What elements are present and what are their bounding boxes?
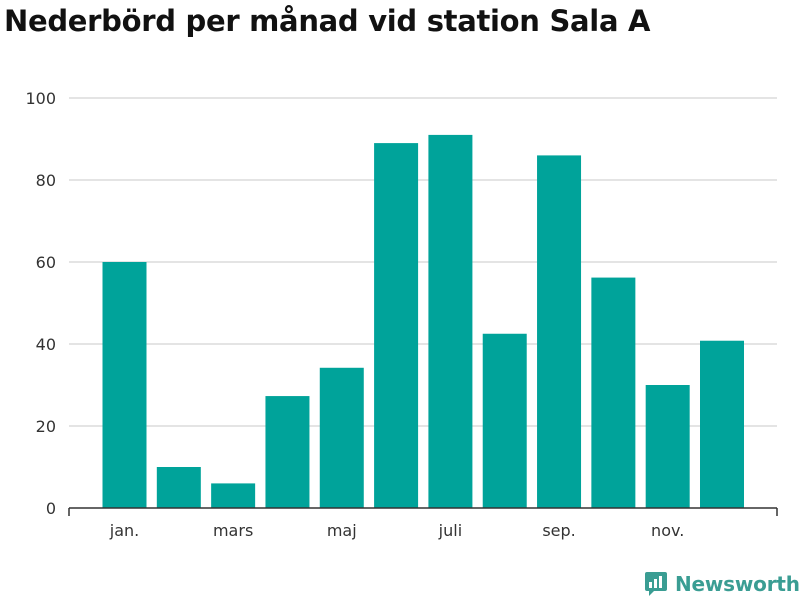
bar-juli xyxy=(428,134,473,508)
bars xyxy=(102,134,744,508)
x-tick-label: nov. xyxy=(651,521,684,540)
brand-logo: Newsworthy xyxy=(645,568,800,600)
x-tick-label: maj xyxy=(327,521,357,540)
bar-okt xyxy=(591,277,636,508)
y-tick-label: 80 xyxy=(36,171,56,190)
x-tick-label: sep. xyxy=(542,521,575,540)
bar-mars xyxy=(211,483,256,508)
y-tick-label: 60 xyxy=(36,253,56,272)
y-tick-label: 100 xyxy=(25,89,56,108)
x-axis xyxy=(68,507,778,516)
y-axis-ticks: 0 20 40 60 80 100 xyxy=(25,89,56,518)
bar-dec xyxy=(700,340,744,508)
x-tick-label: juli xyxy=(438,521,462,540)
newsworthy-logo-icon xyxy=(645,572,667,596)
x-tick-label: jan. xyxy=(109,521,139,540)
bar-nov xyxy=(645,385,690,508)
bar-maj xyxy=(319,367,364,508)
bar-aug xyxy=(482,333,527,508)
brand-name: Newsworthy xyxy=(675,572,800,596)
gridlines xyxy=(69,97,777,427)
y-tick-label: 40 xyxy=(36,335,56,354)
x-axis-ticks: jan. mars maj juli sep. nov. xyxy=(109,521,685,540)
y-tick-label: 20 xyxy=(36,417,56,436)
bar-sep xyxy=(537,155,582,508)
y-tick-label: 0 xyxy=(46,499,56,518)
bar-feb xyxy=(156,467,201,508)
x-tick-label: mars xyxy=(213,521,253,540)
chart-title: Nederbörd per månad vid station Sala A xyxy=(4,4,651,38)
bar-juni xyxy=(374,143,419,508)
bar-jan xyxy=(102,262,147,508)
bar-april xyxy=(265,396,310,508)
